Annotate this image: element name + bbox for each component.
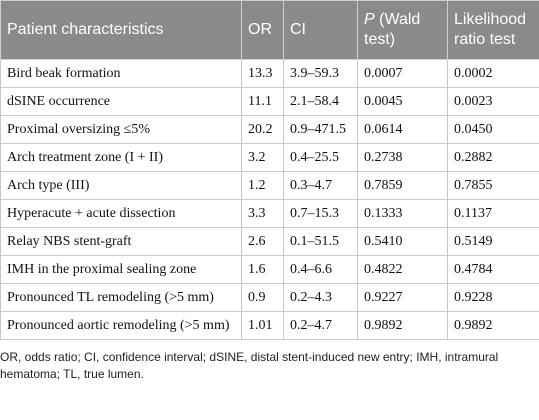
table-cell: 3.2 bbox=[241, 143, 284, 172]
table-cell: Arch type (III) bbox=[0, 171, 242, 200]
table-cell: 0.0007 bbox=[357, 59, 448, 88]
table-cell: 0.2–4.3 bbox=[283, 283, 358, 312]
table-cell: 0.0023 bbox=[447, 87, 539, 116]
table-cell: 0.4822 bbox=[357, 255, 448, 284]
table-cell: 0.5410 bbox=[357, 227, 448, 256]
table-row: Pronounced TL remodeling (>5 mm) 0.9 0.2–4… bbox=[0, 283, 539, 312]
table-cell: 0.7–15.3 bbox=[283, 199, 358, 228]
table-cell: 0.9–471.5 bbox=[283, 115, 358, 144]
table-cell: 0.0045 bbox=[357, 87, 448, 116]
table-cell: 2.1–58.4 bbox=[283, 87, 358, 116]
table-row: Arch type (III) 1.2 0.3–4.7 0.7859 0.7855 bbox=[0, 171, 539, 200]
table-cell: Relay NBS stent-graft bbox=[0, 227, 242, 256]
table-row: dSINE occurrence 11.1 2.1–58.4 0.0045 0.0023 bbox=[0, 87, 539, 116]
header-cell: Patient characteristics bbox=[0, 0, 242, 60]
table-cell: Pronounced aortic remodeling (>5 mm) bbox=[0, 311, 242, 340]
table-cell: 1.6 bbox=[241, 255, 284, 284]
table-row: Bird beak formation 13.3 3.9–59.3 0.0007 0.0… bbox=[0, 59, 539, 88]
table-row: IMH in the proximal sealing zone 1.6 0.4–6… bbox=[0, 255, 539, 284]
table-cell: 0.1–51.5 bbox=[283, 227, 358, 256]
table-cell: 3.3 bbox=[241, 199, 284, 228]
table-cell: Pronounced TL remodeling (>5 mm) bbox=[0, 283, 242, 312]
table-cell: 0.2–4.7 bbox=[283, 311, 358, 340]
table-cell: 0.7855 bbox=[447, 171, 539, 200]
table-cell: 0.2738 bbox=[357, 143, 448, 172]
table-cell: 0.4–25.5 bbox=[283, 143, 358, 172]
table-cell: 11.1 bbox=[241, 87, 284, 116]
table-cell: 0.2882 bbox=[447, 143, 539, 172]
table-cell: 0.4784 bbox=[447, 255, 539, 284]
table-row: Pronounced aortic remodeling (>5 mm) 1.01… bbox=[0, 311, 539, 340]
table-cell: 0.9 bbox=[241, 283, 284, 312]
header-cell: Likelihood ratio test bbox=[447, 0, 539, 60]
table-cell: 3.9–59.3 bbox=[283, 59, 358, 88]
table-cell: 20.2 bbox=[241, 115, 284, 144]
table-cell: 0.1333 bbox=[357, 199, 448, 228]
table-row: Arch treatment zone (I + II) 3.2 0.4–25.5 0… bbox=[0, 143, 539, 172]
table-cell: 0.0614 bbox=[357, 115, 448, 144]
table-cell: 1.2 bbox=[241, 171, 284, 200]
header-text: P bbox=[364, 11, 375, 28]
table-row: Hyperacute + acute dissection 3.3 0.7–15.3… bbox=[0, 199, 539, 228]
table-body: Bird beak formation 13.3 3.9–59.3 0.0007 0.0… bbox=[0, 59, 539, 340]
table-cell: 0.9892 bbox=[447, 311, 539, 340]
header-cell: P (Wald test) bbox=[357, 0, 448, 60]
header-cell: OR bbox=[241, 0, 284, 60]
table-cell: Hyperacute + acute dissection bbox=[0, 199, 242, 228]
table-cell: Arch treatment zone (I + II) bbox=[0, 143, 242, 172]
table-cell: 0.9892 bbox=[357, 311, 448, 340]
footnote: OR, odds ratio; CI, confidence interval;… bbox=[0, 350, 499, 381]
header-cell: CI bbox=[283, 0, 358, 60]
table-cell: 0.9228 bbox=[447, 283, 539, 312]
table-cell: 0.9227 bbox=[357, 283, 448, 312]
table-row: Proximal oversizing ≤5% 20.2 0.9–471.5 0.06… bbox=[0, 115, 539, 144]
table-cell: IMH in the proximal sealing zone bbox=[0, 255, 242, 284]
table-cell: 0.5149 bbox=[447, 227, 539, 256]
table-cell: 0.4–6.6 bbox=[283, 255, 358, 284]
table-cell: 1.01 bbox=[241, 311, 284, 340]
header-row: Patient characteristics OR CI P (Wald test)… bbox=[0, 0, 539, 60]
table-cell: 13.3 bbox=[241, 59, 284, 88]
results-table: Patient characteristics OR CI P (Wald test)… bbox=[0, 0, 539, 340]
table-cell: dSINE occurrence bbox=[0, 87, 242, 116]
table-row: Relay NBS stent-graft 2.6 0.1–51.5 0.5410 0.… bbox=[0, 227, 539, 256]
table-cell: 0.0002 bbox=[447, 59, 539, 88]
table-cell: 0.3–4.7 bbox=[283, 171, 358, 200]
table-cell: 2.6 bbox=[241, 227, 284, 256]
table-cell: 0.1137 bbox=[447, 199, 539, 228]
header-text: (Wald test) bbox=[364, 11, 421, 48]
table-cell: 0.7859 bbox=[357, 171, 448, 200]
table-cell: Bird beak formation bbox=[0, 59, 242, 88]
table-cell: 0.0450 bbox=[447, 115, 539, 144]
table-cell: Proximal oversizing ≤5% bbox=[0, 115, 242, 144]
